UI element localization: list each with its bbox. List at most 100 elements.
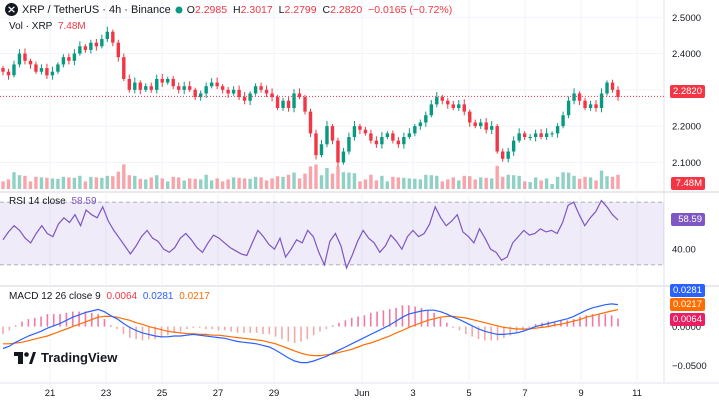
volume-bar (308, 166, 313, 189)
candle-body (572, 93, 576, 101)
volume-bar (105, 175, 110, 189)
candle-body (281, 100, 285, 108)
volume-bar (166, 181, 170, 189)
time-tick-label: 3 (410, 388, 415, 399)
candle-body (204, 86, 208, 94)
candle-body (138, 82, 142, 90)
candle-body (561, 115, 565, 127)
volume-bar (215, 178, 219, 189)
macd-histogram-bar (109, 325, 112, 327)
candle-body (187, 86, 192, 90)
candle-body (369, 133, 373, 141)
candle-body (440, 97, 444, 101)
candle-body (270, 93, 274, 98)
volume-bar (155, 175, 159, 189)
candle-body (500, 151, 505, 159)
macd-histogram-bar (312, 326, 315, 336)
rsi-legend-label: RSI 14 close (9, 196, 66, 207)
macd-histogram-bar (230, 326, 233, 332)
volume-bar (407, 178, 412, 189)
candle-body (435, 97, 439, 105)
candle-body (111, 31, 115, 43)
macd-histogram-bar (566, 320, 569, 327)
symbol-title[interactable]: XRP / TetherUS · 4h · Binance (22, 3, 171, 16)
volume-bar (605, 176, 609, 189)
volume-bar (616, 174, 620, 189)
macd-histogram-bar (369, 312, 372, 327)
candle-body (209, 82, 214, 87)
volume-bar (275, 176, 280, 189)
macd-histogram-bar (173, 326, 175, 333)
volume-bar (440, 181, 444, 189)
candle-body (363, 129, 368, 134)
volume-bar (78, 175, 82, 189)
close-value: 2.2820 (330, 3, 363, 16)
macd-histogram-bar (591, 314, 594, 327)
candle-body (122, 57, 126, 79)
candle-body (226, 89, 230, 94)
rsi-legend[interactable]: RSI 14 close 58.59 (9, 196, 97, 207)
volume-bar (193, 178, 197, 189)
rsi-tick-label: 40.00 (672, 245, 696, 256)
candle-body (248, 93, 252, 101)
candle-body (149, 86, 153, 90)
volume-bar (462, 175, 466, 189)
candle-body (413, 126, 417, 134)
macd-histogram-bar (331, 325, 334, 327)
volume-bar (248, 178, 252, 189)
macd-histogram-bar (40, 316, 42, 327)
time-tick-label: 21 (45, 388, 56, 399)
candle-body (83, 46, 88, 50)
volume-bar (209, 180, 214, 189)
candle-body (473, 122, 477, 127)
macd-histogram-bar (249, 326, 252, 333)
macd-histogram-bar (192, 326, 195, 328)
volume-bar (122, 164, 126, 189)
candle-body (506, 151, 510, 159)
tradingview-logo[interactable]: TradingView (14, 350, 117, 365)
macd-histogram-bar (71, 311, 74, 327)
macd-histogram-bar (186, 326, 188, 330)
candle-body (155, 78, 159, 90)
volume-bar (550, 184, 554, 189)
candle-body (297, 93, 302, 98)
price-tick-label: 2.1000 (672, 158, 701, 169)
volume-bar (435, 175, 439, 189)
candle-body (171, 78, 175, 87)
volume-bar (1, 181, 5, 189)
macd-legend[interactable]: MACD 12 26 close 9 0.0064 0.0281 0.0217 (9, 291, 210, 302)
macd-histogram-bar (433, 312, 435, 327)
time-tick-label: 5 (466, 388, 471, 399)
candle-body (144, 86, 148, 90)
volume-bar (517, 175, 521, 189)
candle-body (352, 126, 357, 138)
volume-legend[interactable]: Vol · XRP 7.48M (9, 21, 86, 32)
macd-histogram-bar (198, 326, 201, 328)
candle-body (407, 133, 412, 138)
macd-histogram-bar (59, 314, 61, 327)
candle-body (341, 151, 346, 163)
candle-body (264, 89, 269, 94)
volume-bar (220, 181, 225, 189)
volume-bar (418, 179, 423, 189)
candle-body (330, 126, 335, 141)
macd-histogram-bar (135, 326, 137, 340)
macd-histogram-bar (274, 326, 277, 337)
volume-bar (588, 177, 593, 189)
macd-histogram-bar (84, 311, 87, 327)
macd-histogram-bar (8, 326, 11, 331)
volume-bar (259, 177, 263, 189)
volume-bar (352, 173, 357, 189)
time-tick-label: 29 (269, 388, 280, 399)
candle-body (511, 140, 516, 152)
candle-body (462, 104, 466, 112)
volume-bar (237, 177, 241, 189)
candle-body (50, 71, 55, 76)
macd-histogram-bar (262, 326, 264, 335)
volume-bar (599, 170, 604, 189)
candle-body (599, 93, 604, 108)
volume-bar (100, 177, 104, 189)
volume-bar (83, 181, 88, 189)
candle-body (555, 126, 560, 134)
